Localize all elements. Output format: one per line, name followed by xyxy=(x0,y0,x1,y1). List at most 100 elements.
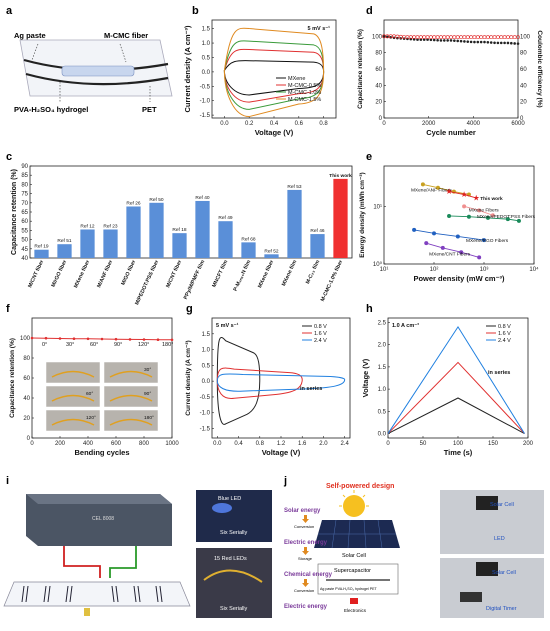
flow-arrows xyxy=(302,515,309,587)
scan-rate-annotation: 5 mV s⁻¹ xyxy=(216,322,239,329)
ragone-point xyxy=(477,255,482,260)
label-fiber: M-CMC fiber xyxy=(104,31,148,40)
ce-point xyxy=(459,35,463,40)
flow-electric-energy-2: Electric energy xyxy=(284,604,328,610)
y-tick-label: 0.0 xyxy=(378,432,387,438)
y2-tick-label: 40 xyxy=(520,83,527,89)
ce-point xyxy=(439,35,443,40)
red-led-strip xyxy=(203,569,263,583)
x-axis-label: Power density (mW cm⁻³) xyxy=(413,274,505,283)
y-tick-label: 40 xyxy=(21,256,28,262)
ragone-point xyxy=(459,250,464,255)
x-category-label: M/CNT fiber xyxy=(27,259,45,288)
y-tick-label: 20 xyxy=(375,100,382,106)
bending-photo xyxy=(103,361,159,384)
legend-label: M-CMC-1.5% xyxy=(288,97,321,103)
supercap-parts: Ag paste PVA-H₂SO₄ hydrogel PET xyxy=(320,587,378,591)
ce-point xyxy=(425,35,430,40)
y-tick-label: 85 xyxy=(21,173,28,179)
ce-point xyxy=(499,35,504,40)
retention-point xyxy=(463,40,466,43)
flow-chemical-energy: Chemical energy xyxy=(284,572,333,578)
ce-point xyxy=(479,35,484,40)
retention-point xyxy=(453,39,456,42)
bend-angle-label: 0° xyxy=(42,342,47,348)
ragone-point xyxy=(485,215,490,220)
flow-storage: Storage xyxy=(298,556,313,561)
bending-point xyxy=(156,338,160,342)
bending-point xyxy=(128,338,132,341)
y2-tick-label: 60 xyxy=(520,67,527,73)
ragone-series-label: MXene/PEDOT:PSS Fibers xyxy=(477,214,536,220)
retention-point xyxy=(382,35,386,38)
ce-point xyxy=(482,35,487,40)
retention-point xyxy=(516,42,520,45)
ragone-point xyxy=(447,213,452,218)
legend-label: 1.6 V xyxy=(314,331,327,337)
bending-point xyxy=(44,336,48,340)
ce-point xyxy=(422,35,427,40)
x-tick-label: 0.4 xyxy=(270,121,279,127)
retention-point xyxy=(419,38,423,41)
flow-conversion-1: Conversion xyxy=(294,524,314,529)
retention-point xyxy=(416,38,419,41)
retention-point xyxy=(436,38,439,42)
photo-solar-cell-2 xyxy=(476,562,498,576)
x-tick-label: 0 xyxy=(30,441,34,447)
fiber-electrode-bottom xyxy=(25,72,169,86)
panel-letter-d: d xyxy=(366,5,373,17)
cv-curve-m-cmc-1-5- xyxy=(223,27,325,118)
photo-blue-led-label: Blue LED xyxy=(218,496,241,502)
bar-2 xyxy=(57,244,72,258)
panel-b: b 0.0 0.2 0.4 0.6 0.8 -1.5 -1.0 -0.5 0.0 0.5 1.0 1.… xyxy=(183,5,337,137)
y-tick-label: 0.5 xyxy=(378,409,387,415)
ce-point xyxy=(462,35,467,40)
flow-solar-energy: Solar energy xyxy=(284,508,321,514)
plot-frame xyxy=(383,165,535,265)
legend-label: 2.4 V xyxy=(498,338,511,344)
bar-9 xyxy=(218,221,233,258)
bend-angle-label: 180° xyxy=(162,342,173,348)
y-axis-label: Voltage (V) xyxy=(361,358,370,397)
red-wire xyxy=(63,546,101,578)
bend-angle-label: 30° xyxy=(66,342,74,348)
bending-photo xyxy=(103,409,159,432)
ce-point xyxy=(495,35,500,40)
retention-point xyxy=(456,39,460,43)
panel-letter-c: c xyxy=(6,151,12,163)
ragone-star-point: ★ xyxy=(473,193,480,202)
y-tick-label: -0.5 xyxy=(200,84,211,90)
retention-point xyxy=(489,41,493,44)
x-tick-label: 800 xyxy=(139,441,150,447)
supercapacitor-box xyxy=(317,563,399,595)
bending-point xyxy=(30,336,34,340)
ragone-point xyxy=(440,245,445,250)
y-tick-label: 2.5 xyxy=(378,320,387,326)
y-tick-label: 20 xyxy=(23,416,30,422)
legend-label: MXene xyxy=(288,76,305,82)
legend-label: 1.6 V xyxy=(498,331,511,337)
x-tick-label: 1.2 xyxy=(277,441,286,447)
x-tick-label: 1000 xyxy=(165,441,179,447)
x-tick-label: 2.0 xyxy=(319,441,328,447)
bending-point xyxy=(170,338,174,342)
plot-frame xyxy=(29,165,353,259)
workstation-top xyxy=(26,494,172,504)
energy-flow: Solar energy Conversion Electric energy … xyxy=(284,508,333,610)
retention-point xyxy=(446,39,449,42)
ragone-series-label: MXene Fibers xyxy=(469,207,499,213)
ce-point xyxy=(452,35,457,40)
retention-point xyxy=(449,39,453,42)
ragone-series-label: This work xyxy=(480,196,503,202)
series-cv-curve xyxy=(216,367,303,399)
bending-photo xyxy=(45,409,101,432)
x-tick-label: 100 xyxy=(453,441,464,447)
y-tick-label: -1.0 xyxy=(200,99,211,105)
ragone-line xyxy=(426,242,480,258)
led-component xyxy=(84,608,90,616)
ragone-point xyxy=(432,231,436,236)
photo-blue-led xyxy=(196,490,272,542)
ragone-star-point: ★ xyxy=(445,187,452,196)
